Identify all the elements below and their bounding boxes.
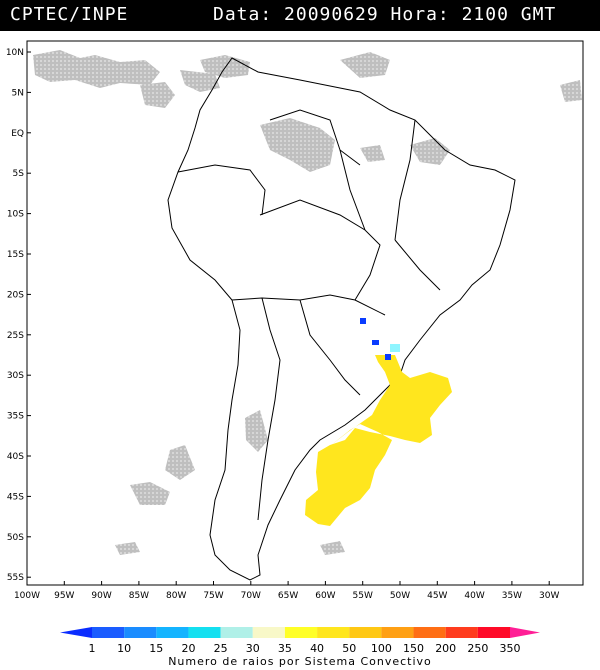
agency-title: CPTEC/INPE <box>10 4 129 25</box>
colorbar-label: 100 <box>371 642 392 655</box>
lon-tick-label: 35W <box>502 591 522 601</box>
colorbar-title: Numero de raios por Sistema Convectivo <box>168 655 432 668</box>
cloud-cover <box>33 50 582 555</box>
colorbar-label: 20 <box>181 642 195 655</box>
header-bar: CPTEC/INPE Data: 20090629 Hora: 2100 GMT <box>0 0 600 31</box>
colorbar-segment <box>349 627 382 638</box>
lat-tick-label: 30S <box>7 371 24 381</box>
lon-tick-label: 55W <box>353 591 373 601</box>
lon-tick-label: 95W <box>54 591 74 601</box>
lon-tick-label: 45W <box>427 591 447 601</box>
convective-cells <box>360 318 400 360</box>
date-time-title: Data: 20090629 Hora: 2100 GMT <box>213 4 557 25</box>
colorbar-segment <box>284 627 318 638</box>
blue-cell <box>360 318 366 324</box>
colorbar-low-arrow <box>60 627 92 638</box>
lon-tick-label: 75W <box>203 591 223 601</box>
map-frame <box>26 40 584 586</box>
lat-tick-label: 35S <box>7 412 24 422</box>
colorbar-segment <box>124 627 157 638</box>
colorbar-label: 350 <box>500 642 521 655</box>
colorbar-label: 40 <box>310 642 324 655</box>
colorbar-segment <box>188 627 221 638</box>
lat-tick-label: 10S <box>7 210 24 220</box>
colorbar-segment <box>445 627 478 638</box>
colorbar-segment <box>317 627 350 638</box>
lat-tick-label: EQ <box>11 129 24 139</box>
lon-tick-label: 60W <box>315 591 335 601</box>
lon-tick-label: 70W <box>241 591 261 601</box>
colorbar-label: 35 <box>278 642 292 655</box>
lat-tick-label: 5N <box>12 88 24 98</box>
colorbar-segment <box>413 627 446 638</box>
colorbar-label: 15 <box>149 642 163 655</box>
lat-tick-label: 55S <box>7 573 24 583</box>
lat-tick-label: 40S <box>7 452 24 462</box>
lon-tick-label: 30W <box>539 591 559 601</box>
colorbar-label: 25 <box>214 642 228 655</box>
colorbar-label: 150 <box>403 642 424 655</box>
map-panel: 10N5NEQ5S10S15S20S25S30S35S40S45S50S55S … <box>6 40 584 601</box>
colorbar-segment <box>477 627 510 638</box>
blue-cell <box>385 354 391 360</box>
colorbar-label: 200 <box>435 642 456 655</box>
colorbar-labels: 1 10 15 20 25 30 35 40 50 100 150 200 250 350 <box>89 642 521 655</box>
lon-tick-label: 90W <box>91 591 111 601</box>
lat-tick-label: 25S <box>7 331 24 341</box>
lat-tick-label: 50S <box>7 533 24 543</box>
colorbar-label: 1 <box>89 642 96 655</box>
lat-tick-label: 45S <box>7 492 24 502</box>
lon-ticks: 100W 95W 90W 85W 80W 75W 70W 65W 60W 55W 50W 45W 40W… <box>14 581 559 601</box>
lon-tick-label: 80W <box>166 591 186 601</box>
lat-tick-label: 20S <box>7 290 24 300</box>
lat-tick-label: 15S <box>7 250 24 260</box>
colorbar-label: 10 <box>117 642 131 655</box>
lon-tick-label: 40W <box>464 591 484 601</box>
lon-tick-label: 85W <box>129 591 149 601</box>
colorbar-segment <box>252 627 285 638</box>
cyan-cell <box>390 344 400 352</box>
colorbar-high-arrow <box>510 627 540 638</box>
colorbar-label: 30 <box>246 642 260 655</box>
lon-tick-label: 100W <box>14 591 40 601</box>
lat-tick-label: 10N <box>6 48 24 58</box>
lon-tick-label: 50W <box>390 591 410 601</box>
blue-cell <box>372 340 379 345</box>
colorbar-label: 250 <box>467 642 488 655</box>
lat-ticks: 10N 5N EQ 5S 10S 15S 20S 25S 30S 35S 40S 45S 50S 55S <box>6 48 31 583</box>
colorbar-segment <box>156 627 189 638</box>
colorbar-segment <box>92 627 125 638</box>
lat-tick-label: 5S <box>13 169 25 179</box>
lon-tick-label: 65W <box>278 591 298 601</box>
colorbar-segment <box>220 627 253 638</box>
colorbar-label: 50 <box>342 642 356 655</box>
colorbar: 1 10 15 20 25 30 35 40 50 100 150 200 250 350 <box>60 627 540 655</box>
colorbar-segments <box>60 627 540 638</box>
convective-systems <box>305 355 452 526</box>
coastlines-borders <box>167 57 516 581</box>
colorbar-segment <box>381 627 414 638</box>
